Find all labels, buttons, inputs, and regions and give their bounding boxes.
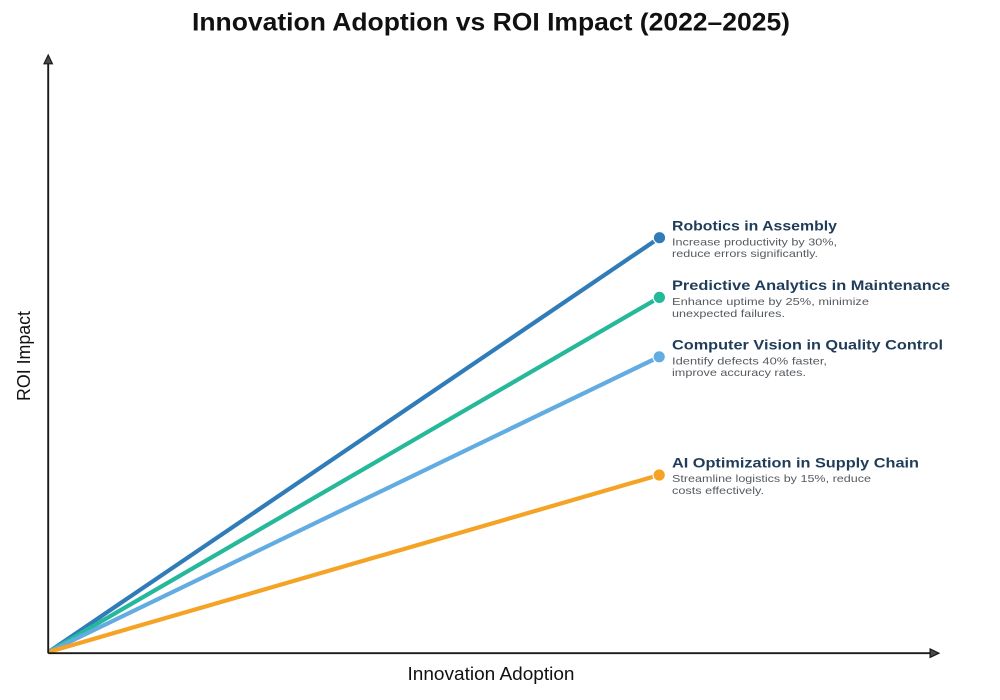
svg-text:reduce errors significantly.: reduce errors significantly. <box>672 248 818 260</box>
svg-text:Predictive Analytics in Mainte: Predictive Analytics in Maintenance <box>672 277 950 293</box>
svg-text:ROI Impact: ROI Impact <box>14 311 34 401</box>
svg-text:Robotics in Assembly: Robotics in Assembly <box>672 218 837 234</box>
svg-text:Innovation Adoption vs ROI Imp: Innovation Adoption vs ROI Impact (2022–… <box>192 9 790 37</box>
svg-text:Innovation Adoption: Innovation Adoption <box>408 664 575 684</box>
svg-text:improve accuracy rates.: improve accuracy rates. <box>672 367 806 379</box>
svg-text:Increase productivity by 30%,: Increase productivity by 30%, <box>672 236 837 248</box>
svg-text:costs effectively.: costs effectively. <box>672 485 764 497</box>
svg-text:Identify defects 40% faster,: Identify defects 40% faster, <box>672 355 827 367</box>
svg-text:Streamline logistics by 15%, r: Streamline logistics by 15%, reduce <box>672 473 871 485</box>
svg-text:Enhance uptime by 25%, minimiz: Enhance uptime by 25%, minimize <box>672 296 869 308</box>
svg-text:unexpected failures.: unexpected failures. <box>672 308 785 320</box>
svg-text:AI Optimization in Supply Chai: AI Optimization in Supply Chain <box>672 454 919 470</box>
svg-text:Computer Vision in Quality Con: Computer Vision in Quality Control <box>672 337 943 353</box>
